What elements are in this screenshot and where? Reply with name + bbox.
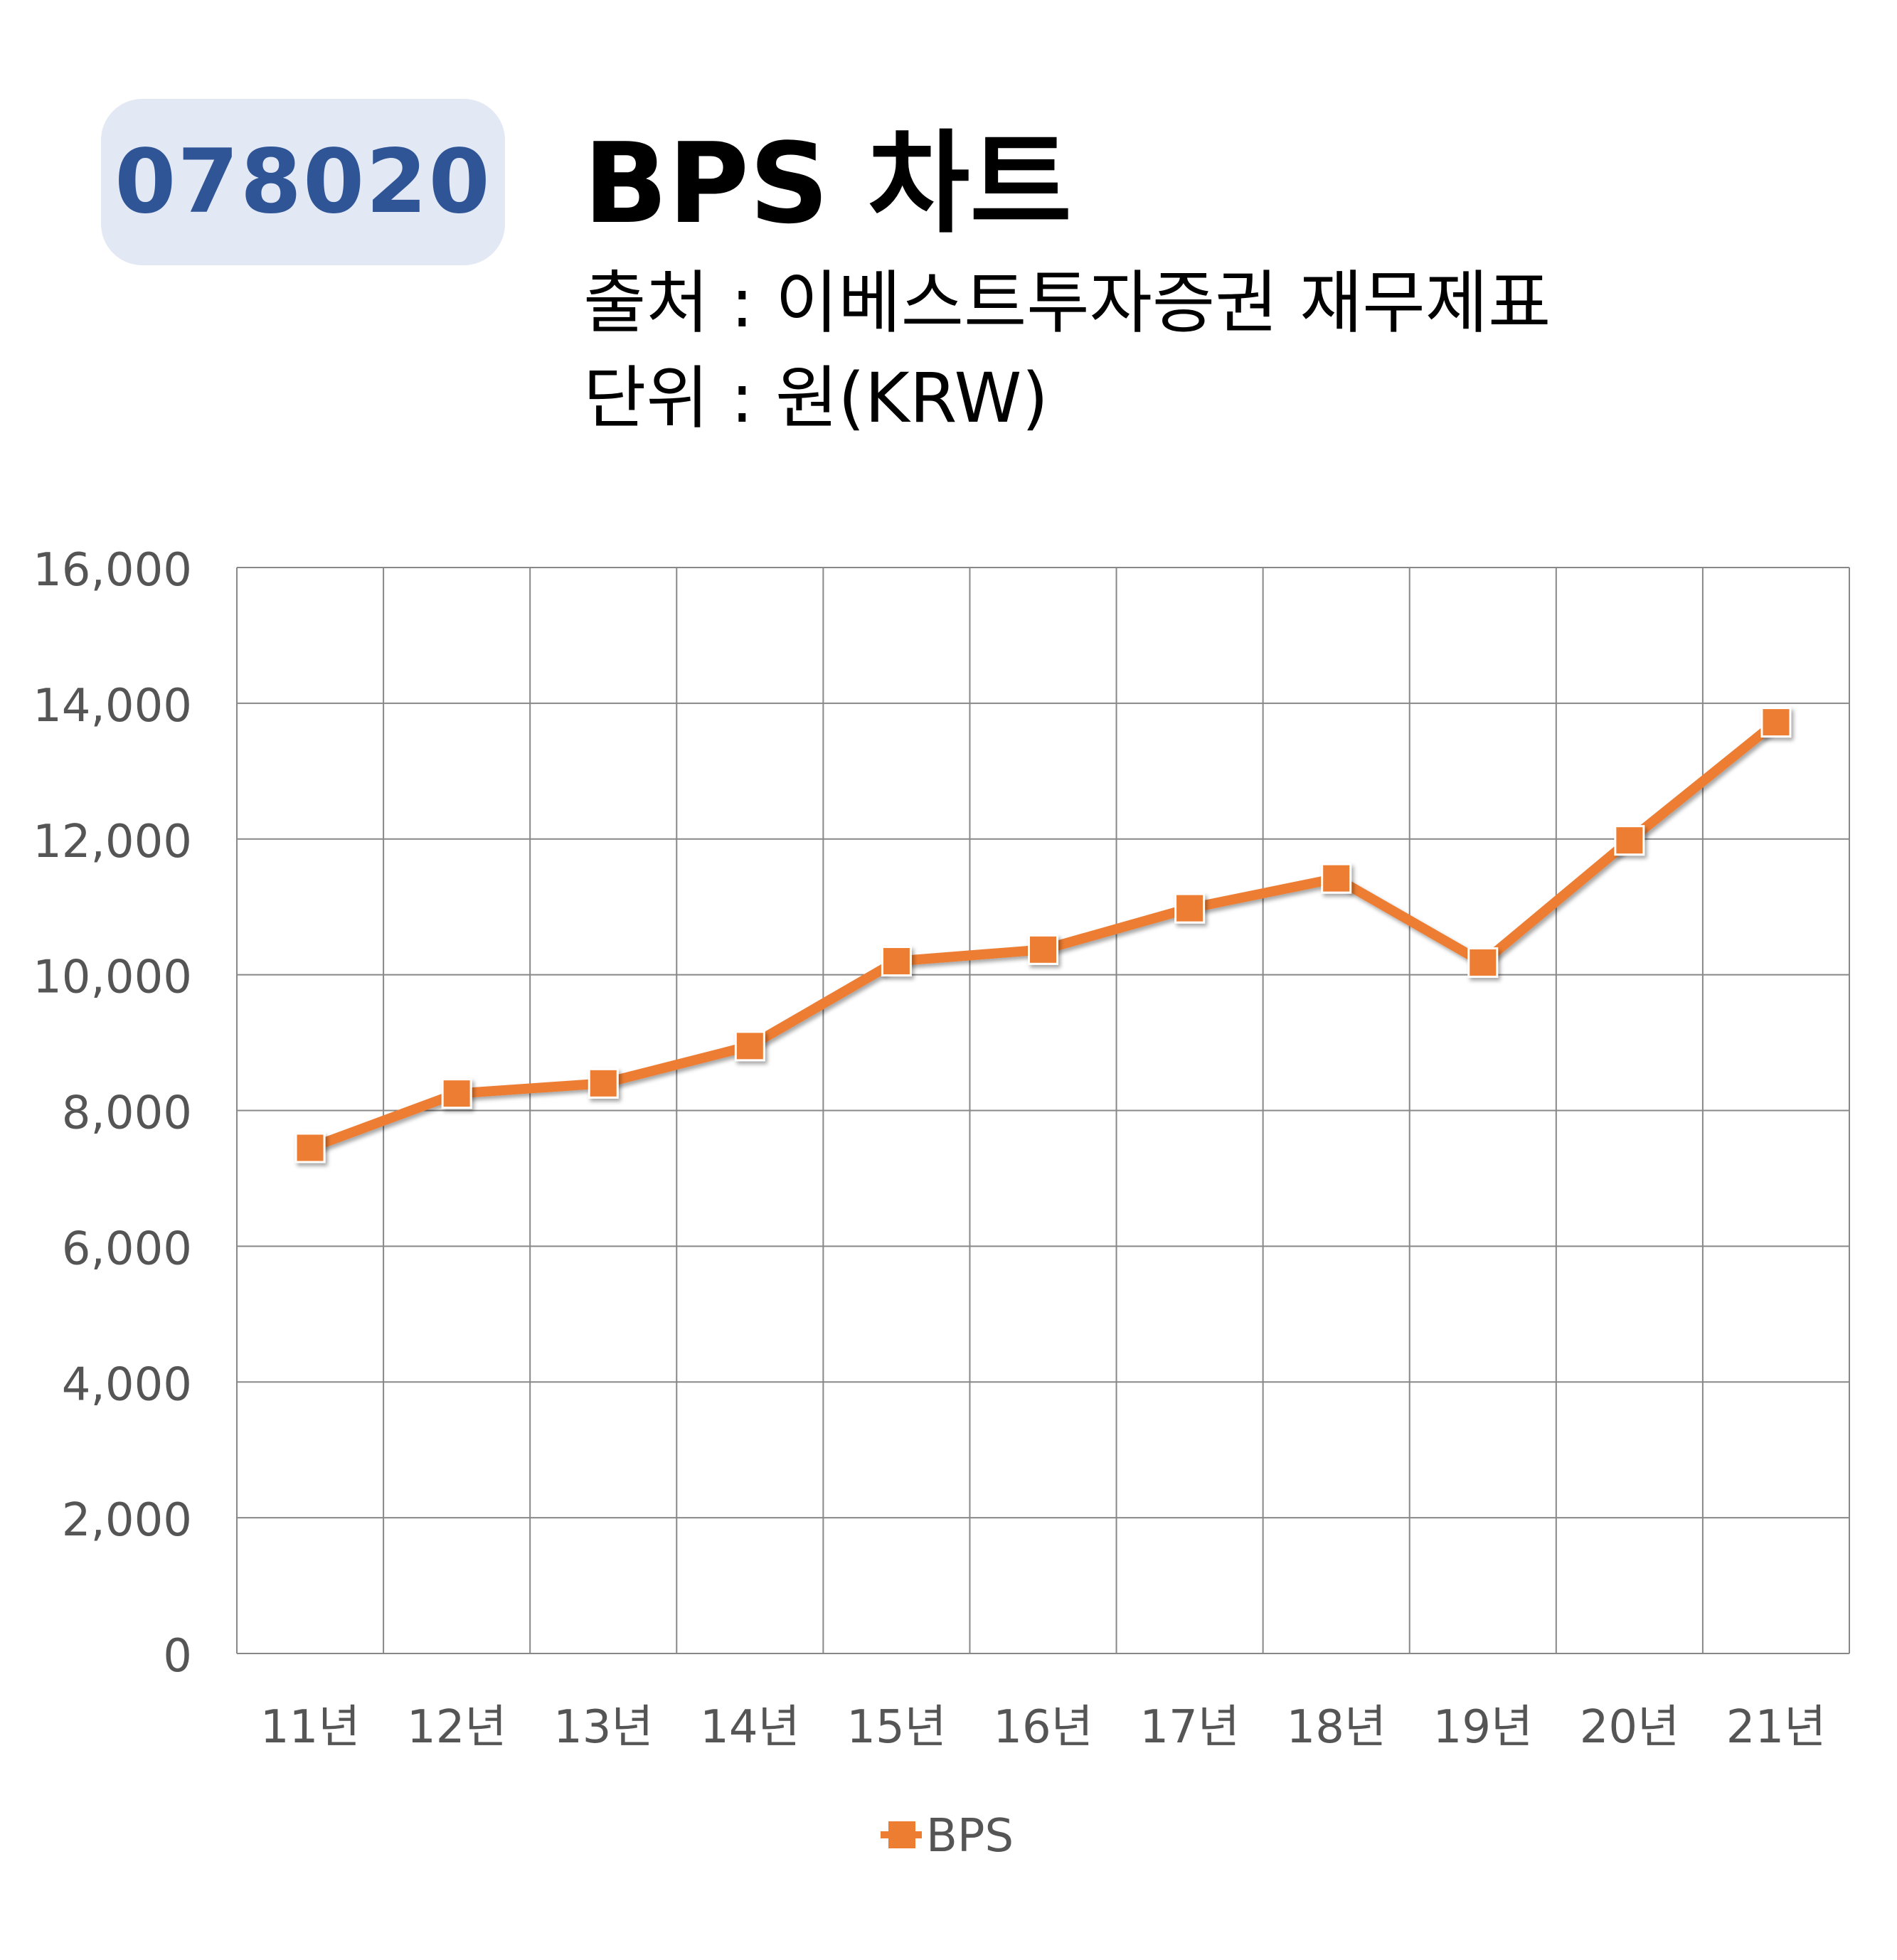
x-tick-label: 21년: [1726, 1701, 1826, 1754]
y-tick-label: 12,000: [33, 816, 192, 868]
x-tick-label: 20년: [1580, 1701, 1679, 1754]
data-point-marker: [1614, 825, 1645, 856]
data-point-marker: [734, 1030, 765, 1062]
data-point-marker: [1321, 863, 1352, 894]
stock-code-badge: 078020: [101, 99, 505, 265]
x-tick-label: 18년: [1287, 1701, 1386, 1754]
grid-lines: [236, 567, 1850, 1654]
x-axis-tick-labels: 11년 12년 13년 14년 15년 16년 17년 18년 19년 20년 21년: [260, 1701, 1826, 1754]
x-tick-label: 15년: [846, 1701, 946, 1754]
x-tick-label: 16년: [993, 1701, 1093, 1754]
y-tick-label: 4,000: [62, 1358, 192, 1411]
data-point-marker: [1760, 707, 1792, 738]
data-point-marker: [588, 1067, 619, 1099]
x-tick-label: 11년: [260, 1701, 360, 1754]
y-tick-label: 6,000: [62, 1223, 192, 1275]
data-point-marker: [1174, 893, 1206, 924]
legend: BPS: [881, 1810, 1014, 1863]
legend-marker-swatch: [888, 1821, 915, 1848]
data-point-marker: [294, 1132, 326, 1163]
y-tick-label: 0: [163, 1630, 192, 1683]
series-marker-layer: [294, 707, 1792, 1163]
y-axis-tick-labels: 0 2,000 4,000 6,000 8,000 10,000 12,000 14,000 1…: [33, 544, 192, 1683]
x-tick-label: 14년: [700, 1701, 799, 1754]
y-tick-label: 16,000: [33, 544, 192, 597]
x-tick-label: 13년: [553, 1701, 653, 1754]
x-tick-label: 19년: [1433, 1701, 1533, 1754]
legend-label: BPS: [926, 1810, 1014, 1863]
data-point-marker: [1028, 934, 1058, 965]
y-tick-label: 10,000: [33, 952, 192, 1004]
data-point-marker: [881, 946, 912, 977]
data-point-marker: [1467, 947, 1499, 978]
y-tick-label: 2,000: [62, 1494, 192, 1547]
source-line: 출처 : 이베스트투자증권 재무제표: [583, 263, 1551, 343]
y-tick-label: 14,000: [33, 680, 192, 733]
x-tick-label: 12년: [407, 1701, 506, 1754]
unit-line: 단위 : 원(KRW): [583, 358, 1048, 438]
x-tick-label: 17년: [1139, 1701, 1239, 1754]
stock-code: 078020: [115, 131, 491, 233]
chart-title: BPS 차트: [583, 119, 1072, 248]
data-point-marker: [441, 1078, 472, 1109]
y-tick-label: 8,000: [62, 1087, 192, 1140]
